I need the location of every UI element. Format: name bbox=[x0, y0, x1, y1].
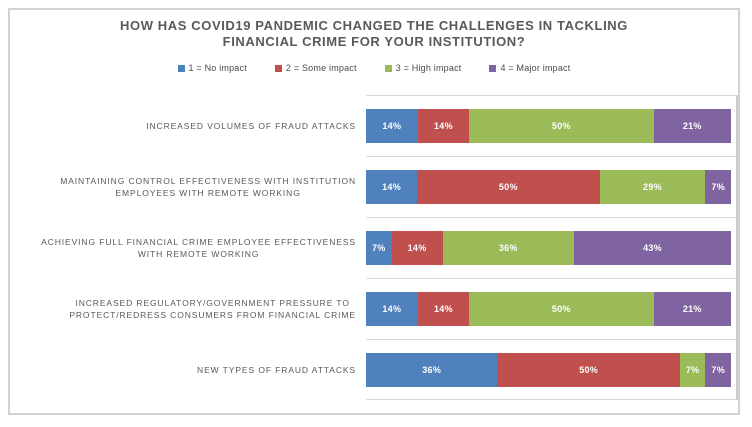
bar-segment-label: 14% bbox=[382, 182, 401, 192]
plot-cell: 14% 50% 29% 7% bbox=[366, 156, 738, 217]
bar-segment: 14% bbox=[391, 231, 443, 265]
bar-segment: 7% bbox=[705, 170, 731, 204]
bar-segment: 7% bbox=[679, 352, 706, 387]
legend-item: 2 = Some impact bbox=[274, 63, 357, 73]
bar-segment-label: 36% bbox=[422, 364, 442, 375]
bar: 14% 50% 29% 7% bbox=[366, 170, 731, 204]
category-label-cell: INCREASED VOLUMES OF FRAUD ATTACKS bbox=[10, 95, 366, 156]
bar-segment: 7% bbox=[705, 352, 731, 387]
bar-segment: 21% bbox=[653, 109, 731, 143]
legend: 1 = No impact 2 = Some impact 3 = High i… bbox=[10, 63, 738, 73]
bar: 7% 14% 36% 43% bbox=[366, 231, 731, 265]
bar-segment: 36% bbox=[442, 231, 575, 265]
bar-segment: 14% bbox=[417, 109, 470, 143]
bar: 14% 14% 50% 21% bbox=[366, 109, 731, 143]
legend-label: 1 = No impact bbox=[188, 63, 247, 73]
category-label: INCREASED VOLUMES OF FRAUD ATTACKS bbox=[146, 120, 356, 131]
bar-segment-label: 14% bbox=[433, 121, 453, 131]
legend-swatch-icon bbox=[384, 64, 392, 72]
chart-row: INCREASED REGULATORY/GOVERNMENT PRESSURE… bbox=[10, 278, 738, 339]
bar-segment: 29% bbox=[599, 170, 706, 204]
category-label: NEW TYPES OF FRAUD ATTACKS bbox=[197, 364, 356, 375]
bar-segment: 14% bbox=[366, 292, 418, 326]
category-label-cell: INCREASED REGULATORY/GOVERNMENT PRESSURE… bbox=[10, 278, 366, 339]
bar-segment: 36% bbox=[366, 352, 498, 387]
chart-frame: HOW HAS COVID19 PANDEMIC CHANGED THE CHA… bbox=[8, 8, 740, 415]
bar-segment: 14% bbox=[366, 109, 418, 143]
chart-title: HOW HAS COVID19 PANDEMIC CHANGED THE CHA… bbox=[10, 18, 738, 50]
legend-item: 4 = Major impact bbox=[489, 63, 570, 73]
plot-cell: 14% 14% 50% 21% bbox=[366, 95, 738, 156]
chart-rows: INCREASED VOLUMES OF FRAUD ATTACKS 14% 14… bbox=[10, 95, 738, 400]
legend-label: 4 = Major impact bbox=[500, 63, 571, 73]
chart-row: ACHIEVING FULL FINANCIAL CRIME EMPLOYEE … bbox=[10, 217, 738, 278]
bar-segment-label: 21% bbox=[682, 304, 702, 314]
category-label: ACHIEVING FULL FINANCIAL CRIME EMPLOYEE … bbox=[41, 236, 356, 259]
bar-segment-label: 14% bbox=[382, 121, 402, 131]
bar-segment: 50% bbox=[497, 352, 680, 387]
bar-segment: 14% bbox=[366, 170, 418, 204]
bar-segment-label: 50% bbox=[498, 182, 518, 192]
legend-swatch-icon bbox=[489, 64, 497, 72]
legend-label: 3 = High impact bbox=[395, 63, 462, 73]
bar-segment: 7% bbox=[366, 231, 392, 265]
bar-segment: 50% bbox=[417, 170, 600, 204]
chart-title-line-1: HOW HAS COVID19 PANDEMIC CHANGED THE CHA… bbox=[120, 18, 628, 33]
legend-label: 2 = Some impact bbox=[285, 63, 357, 73]
chart-row: MAINTAINING CONTROL EFFECTIVENESS WITH I… bbox=[10, 156, 738, 217]
bar-segment-label: 7% bbox=[371, 243, 386, 253]
chart-title-line-2: FINANCIAL CRIME FOR YOUR INSTITUTION? bbox=[222, 34, 526, 49]
category-label-cell: ACHIEVING FULL FINANCIAL CRIME EMPLOYEE … bbox=[10, 217, 366, 278]
bar-segment-label: 21% bbox=[682, 121, 702, 131]
bar-segment-label: 29% bbox=[643, 182, 662, 192]
plot-cell: 14% 14% 50% 21% bbox=[366, 278, 738, 339]
bar-segment: 50% bbox=[469, 109, 654, 143]
bar-segment: 43% bbox=[574, 231, 731, 265]
plot-cell: 36% 50% 7% 7% bbox=[366, 339, 738, 400]
bar-segment-label: 7% bbox=[711, 182, 726, 192]
bar-segment-label: 7% bbox=[685, 364, 700, 375]
plot-cell: 7% 14% 36% 43% bbox=[366, 217, 738, 278]
chart-row: INCREASED VOLUMES OF FRAUD ATTACKS 14% 14… bbox=[10, 95, 738, 156]
bar-segment: 50% bbox=[469, 292, 654, 326]
bar: 36% 50% 7% 7% bbox=[366, 352, 731, 387]
bar-segment-label: 50% bbox=[551, 304, 571, 314]
legend-item: 3 = High impact bbox=[384, 63, 462, 73]
bar-segment-label: 14% bbox=[433, 304, 453, 314]
bar-segment-label: 43% bbox=[643, 243, 662, 253]
bar-segment-label: 50% bbox=[551, 121, 571, 131]
category-label-cell: MAINTAINING CONTROL EFFECTIVENESS WITH I… bbox=[10, 156, 366, 217]
category-label: INCREASED REGULATORY/GOVERNMENT PRESSURE… bbox=[69, 297, 356, 320]
bar-segment-label: 14% bbox=[382, 304, 402, 314]
legend-swatch-icon bbox=[274, 64, 282, 72]
bar: 14% 14% 50% 21% bbox=[366, 292, 731, 326]
legend-item: 1 = No impact bbox=[177, 63, 247, 73]
chart-row: NEW TYPES OF FRAUD ATTACKS 36% 50% 7% 7% bbox=[10, 339, 738, 400]
category-label-cell: NEW TYPES OF FRAUD ATTACKS bbox=[10, 339, 366, 400]
legend-swatch-icon bbox=[177, 64, 185, 72]
bar-segment-label: 36% bbox=[498, 243, 518, 253]
bar-segment-label: 7% bbox=[711, 364, 726, 375]
bar-segment-label: 14% bbox=[407, 243, 427, 253]
bar-segment: 21% bbox=[653, 292, 731, 326]
bar-segment-label: 50% bbox=[579, 364, 599, 375]
category-label: MAINTAINING CONTROL EFFECTIVENESS WITH I… bbox=[60, 175, 356, 198]
bar-segment: 14% bbox=[417, 292, 470, 326]
